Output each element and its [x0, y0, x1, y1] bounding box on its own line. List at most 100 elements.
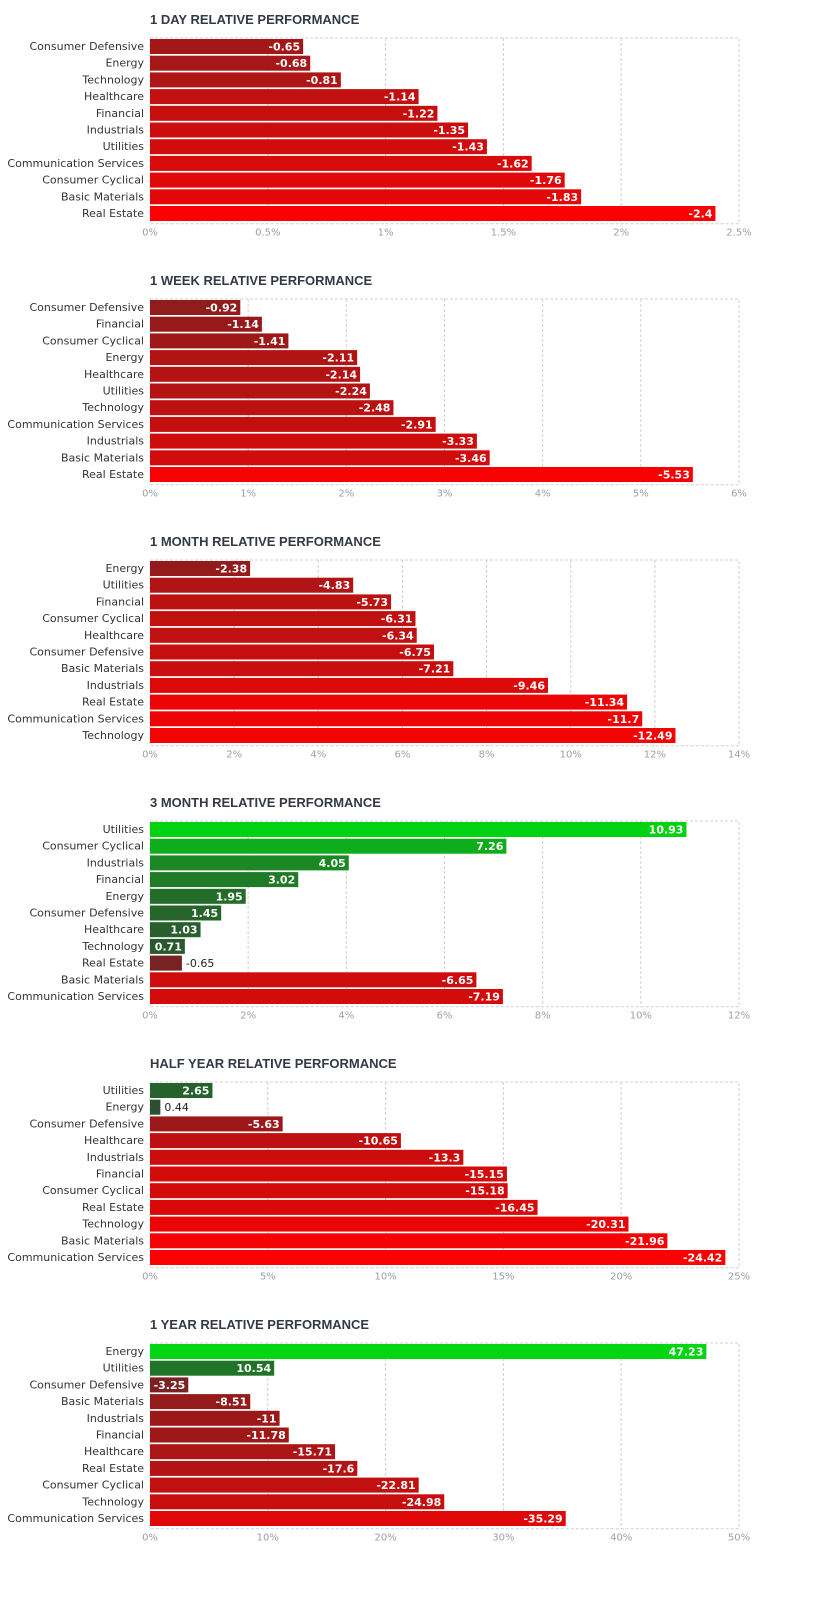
bar-value-label: -1.14	[384, 91, 416, 104]
x-tick-label: 5%	[633, 489, 649, 500]
bar-utilities	[150, 139, 487, 155]
chart-panel-1-week-relative-performance: 1 WEEK RELATIVE PERFORMANCE 0% 1% 2% 3% 4% 5% 6…	[0, 261, 816, 522]
bar-value-label: -7.19	[468, 991, 500, 1004]
bar-industrials	[150, 1410, 280, 1426]
bar-value-label: -1.35	[433, 124, 465, 137]
bar-value-label: 4.05	[319, 857, 346, 870]
bar-value-label: -21.96	[625, 1235, 665, 1248]
bar-utilities	[150, 383, 370, 399]
bar-value-label: -3.46	[455, 452, 487, 465]
x-tick-label: 14%	[728, 750, 750, 761]
bar-financial	[150, 872, 299, 888]
bar-energy	[150, 55, 311, 71]
bar-technology	[150, 728, 676, 743]
bar-value-label: 1.45	[191, 907, 218, 920]
category-label: Real Estate	[82, 957, 144, 970]
bar-value-label: -0.92	[206, 302, 238, 315]
chart-title: 1 YEAR RELATIVE PERFORMANCE	[150, 1317, 370, 1332]
bar-industrials	[150, 855, 349, 871]
bar-value-label: 0.44	[164, 1101, 189, 1114]
bar-consumer-cyclical	[150, 611, 416, 627]
x-tick-label: 12%	[644, 750, 666, 761]
bar-energy	[150, 1099, 161, 1115]
chart-title: 1 DAY RELATIVE PERFORMANCE	[150, 12, 360, 27]
bar-energy	[150, 888, 246, 904]
bar-basic-materials	[150, 1233, 668, 1249]
bar-value-label: -12.49	[633, 730, 672, 743]
bar-industrials	[150, 433, 477, 449]
x-tick-label: 10%	[560, 750, 582, 761]
category-label: Consumer Defensive	[29, 646, 144, 659]
category-label: Healthcare	[84, 1134, 144, 1147]
bar-value-label: -17.6	[323, 1462, 355, 1475]
bar-consumer-defensive	[150, 300, 241, 315]
x-tick-label: 2%	[338, 489, 354, 500]
category-label: Consumer Cyclical	[42, 1479, 144, 1492]
bar-value-label: -15.15	[465, 1168, 504, 1181]
bar-utilities	[150, 1083, 213, 1098]
bar-value-label: -15.71	[293, 1446, 332, 1459]
category-label: Technology	[81, 940, 144, 953]
x-tick-label: 6%	[394, 750, 410, 761]
category-label: Utilities	[103, 823, 145, 836]
bar-basic-materials	[150, 1394, 251, 1410]
bar-chart: 0% 0.5% 1% 1.5% 2% 2.5% Consumer Defensive -0.6…	[7, 37, 752, 239]
bar-healthcare	[150, 1444, 336, 1460]
bar-value-label: -2.38	[215, 563, 247, 576]
category-label: Energy	[105, 1345, 144, 1358]
bar-real-estate	[150, 467, 693, 482]
bar-chart: 0% 10% 20% 30% 40% 50% Energy 47.23 Utilities 10.…	[7, 1342, 750, 1544]
bar-value-label: -0.81	[306, 74, 338, 87]
bar-value-label: 3.02	[268, 874, 295, 887]
bar-healthcare	[150, 366, 361, 382]
bar-value-label: 47.23	[669, 1346, 704, 1359]
category-label: Energy	[105, 890, 144, 903]
x-tick-label: 1%	[378, 228, 394, 239]
bar-energy	[150, 350, 358, 366]
bar-value-label: -35.29	[523, 1513, 562, 1526]
x-tick-label: 2%	[240, 1011, 256, 1022]
bar-value-label: -1.14	[227, 318, 259, 331]
x-tick-label: 0%	[142, 489, 158, 500]
bar-value-label: -24.42	[683, 1252, 722, 1265]
bar-value-label: 2.65	[182, 1085, 209, 1098]
bar-value-label: -1.41	[254, 335, 286, 348]
chart-title: 1 WEEK RELATIVE PERFORMANCE	[150, 273, 373, 288]
bar-value-label: 1.95	[216, 890, 243, 903]
category-label: Healthcare	[84, 1445, 144, 1458]
x-tick-label: 20%	[610, 1272, 632, 1283]
category-label: Healthcare	[84, 923, 144, 936]
bar-technology	[150, 1216, 629, 1232]
bar-value-label: -11	[257, 1412, 277, 1425]
category-label: Basic Materials	[61, 190, 144, 203]
category-label: Utilities	[103, 385, 145, 398]
chart-panel-1-month-relative-performance: 1 MONTH RELATIVE PERFORMANCE 0% 2% 4% 6% 8% 10…	[0, 522, 816, 783]
bar-value-label: -6.75	[399, 646, 431, 659]
bar-value-label: 0.71	[155, 940, 182, 953]
bar-value-label: -3.33	[442, 435, 474, 448]
bar-financial	[150, 1427, 289, 1443]
bar-consumer-defensive	[150, 39, 304, 54]
x-tick-label: 8%	[479, 750, 495, 761]
x-tick-label: 2%	[613, 228, 629, 239]
category-label: Healthcare	[84, 368, 144, 381]
x-tick-label: 1.5%	[491, 228, 516, 239]
bar-value-label: -10.65	[359, 1135, 398, 1148]
bar-communication-services	[150, 155, 532, 171]
bar-consumer-defensive	[150, 1116, 283, 1132]
category-label: Utilities	[103, 1084, 145, 1097]
category-label: Communication Services	[7, 157, 144, 170]
category-label: Financial	[96, 873, 144, 886]
bar-value-label: -2.4	[688, 208, 712, 221]
x-tick-label: 0%	[142, 1011, 158, 1022]
x-tick-label: 4%	[535, 489, 551, 500]
category-label: Basic Materials	[61, 973, 144, 986]
category-label: Energy	[105, 351, 144, 364]
bar-value-label: -11.7	[608, 713, 640, 726]
x-tick-label: 4%	[310, 750, 326, 761]
bar-consumer-cyclical	[150, 1477, 419, 1493]
bar-value-label: -7.21	[419, 663, 451, 676]
bar-healthcare	[150, 922, 201, 938]
category-label: Healthcare	[84, 629, 144, 642]
category-label: Industrials	[87, 435, 145, 448]
